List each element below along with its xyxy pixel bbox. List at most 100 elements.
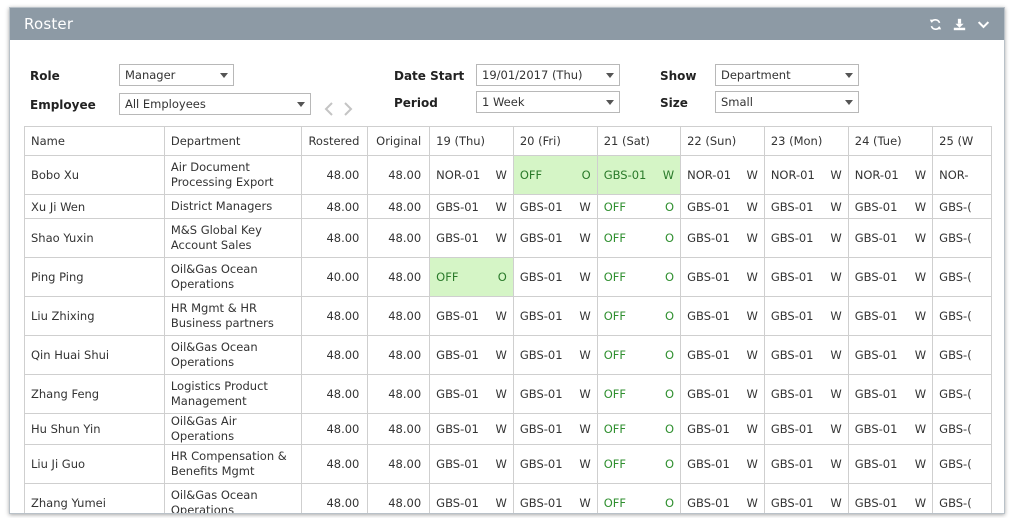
col-header-rostered[interactable]: Rostered	[301, 126, 369, 156]
period-select[interactable]: 1 Week	[476, 91, 620, 113]
shift-cell[interactable]: GBS-(	[932, 413, 992, 445]
shift-cell[interactable]: GBS-01 W	[512, 194, 598, 219]
shift-cell[interactable]: GBS-01 W	[763, 335, 849, 375]
shift-cell[interactable]: GBS-01 W	[596, 155, 682, 195]
shift-cell[interactable]: NOR-01 W	[847, 155, 934, 195]
shift-cell[interactable]: GBS-01 W	[512, 257, 598, 297]
shift-cell[interactable]: GBS-01 W	[429, 374, 514, 414]
col-header-original[interactable]: Original	[367, 126, 431, 156]
shift-cell[interactable]: GBS-01 W	[680, 296, 765, 336]
shift-cell[interactable]: GBS-01 W	[763, 483, 849, 513]
shift-cell[interactable]: GBS-01 W	[512, 483, 598, 513]
shift-cell[interactable]: GBS-01 W	[680, 374, 765, 414]
shift-cell[interactable]: GBS-01 W	[512, 413, 598, 445]
shift-cell[interactable]: OFF O	[596, 194, 682, 219]
shift-cell[interactable]: GBS-01 W	[847, 374, 934, 414]
shift-cell[interactable]: OFF O	[596, 218, 682, 258]
table-row[interactable]: Zhang Feng Logistics Product Management 48…	[24, 374, 992, 414]
shift-cell[interactable]: GBS-(	[932, 335, 992, 375]
shift-cell[interactable]: OFF O	[596, 257, 682, 297]
shift-cell[interactable]: GBS-(	[932, 444, 992, 484]
col-header-day[interactable]: 23 (Mon)	[763, 126, 849, 156]
col-header-day[interactable]: 25 (W	[932, 126, 992, 156]
shift-cell[interactable]: GBS-01 W	[429, 296, 514, 336]
table-row[interactable]: Zhang Yumei Oil&Gas Ocean Operations 48.00…	[24, 483, 992, 513]
shift-cell[interactable]: GBS-01 W	[763, 413, 849, 445]
shift-cell[interactable]: GBS-01 W	[512, 218, 598, 258]
next-arrow-icon[interactable]	[343, 101, 353, 116]
shift-cell[interactable]: GBS-01 W	[429, 218, 514, 258]
table-row[interactable]: Liu Zhixing HR Mgmt & HR Business partner…	[24, 296, 992, 336]
refresh-icon[interactable]	[928, 17, 942, 31]
col-header-day[interactable]: 22 (Sun)	[680, 126, 765, 156]
shift-cell[interactable]: NOR-01 W	[429, 155, 514, 195]
shift-cell[interactable]: GBS-01 W	[680, 218, 765, 258]
table-row[interactable]: Ping Ping Oil&Gas Ocean Operations 40.00 48…	[24, 257, 992, 297]
table-row[interactable]: Hu Shun Yin Oil&Gas Air Operations 48.00 48…	[24, 413, 992, 445]
shift-cell[interactable]: GBS-01 W	[763, 257, 849, 297]
shift-cell[interactable]: GBS-01 W	[680, 483, 765, 513]
shift-cell[interactable]: OFF O	[429, 257, 514, 297]
shift-cell[interactable]: GBS-01 W	[847, 413, 934, 445]
shift-cell[interactable]: GBS-01 W	[763, 374, 849, 414]
table-row[interactable]: Qin Huai Shui Oil&Gas Ocean Operations 48.…	[24, 335, 992, 375]
shift-cell[interactable]: GBS-01 W	[680, 194, 765, 219]
shift-cell[interactable]: NOR-	[932, 155, 992, 195]
col-header-department[interactable]: Department	[163, 126, 303, 156]
shift-cell[interactable]: GBS-(	[932, 483, 992, 513]
role-select[interactable]: Manager	[119, 64, 234, 86]
prev-arrow-icon[interactable]	[324, 101, 334, 116]
shift-cell[interactable]: GBS-(	[932, 194, 992, 219]
col-header-day[interactable]: 20 (Fri)	[512, 126, 598, 156]
shift-cell[interactable]: OFF O	[596, 444, 682, 484]
shift-cell[interactable]: GBS-01 W	[512, 296, 598, 336]
table-row[interactable]: Xu Ji Wen District Managers 48.00 48.00 GBS-…	[24, 194, 992, 219]
shift-cell[interactable]: GBS-01 W	[429, 194, 514, 219]
shift-cell[interactable]: OFF O	[596, 413, 682, 445]
shift-cell[interactable]: GBS-01 W	[763, 218, 849, 258]
shift-cell[interactable]: GBS-01 W	[847, 257, 934, 297]
shift-cell[interactable]: GBS-01 W	[847, 194, 934, 219]
date-start-select[interactable]: 19/01/2017 (Thu)	[476, 64, 620, 86]
shift-cell[interactable]: GBS-01 W	[847, 444, 934, 484]
shift-cell[interactable]: OFF O	[596, 335, 682, 375]
shift-cell[interactable]: GBS-01 W	[763, 296, 849, 336]
shift-cell[interactable]: GBS-01 W	[763, 444, 849, 484]
shift-cell[interactable]: GBS-01 W	[512, 335, 598, 375]
shift-cell[interactable]: GBS-01 W	[847, 296, 934, 336]
table-row[interactable]: Bobo Xu Air Document Processing Export 48.…	[24, 155, 992, 195]
shift-cell[interactable]: GBS-01 W	[429, 444, 514, 484]
shift-cell[interactable]: GBS-01 W	[512, 374, 598, 414]
shift-cell[interactable]: GBS-(	[932, 257, 992, 297]
shift-cell[interactable]: NOR-01 W	[763, 155, 849, 195]
shift-cell[interactable]: GBS-01 W	[680, 257, 765, 297]
shift-cell[interactable]: NOR-01 W	[680, 155, 765, 195]
shift-cell[interactable]: OFF O	[596, 483, 682, 513]
shift-cell[interactable]: OFF O	[596, 296, 682, 336]
shift-cell[interactable]: GBS-01 W	[429, 413, 514, 445]
shift-cell[interactable]: GBS-(	[932, 374, 992, 414]
shift-cell[interactable]: GBS-01 W	[512, 444, 598, 484]
shift-cell[interactable]: GBS-01 W	[680, 335, 765, 375]
shift-cell[interactable]: GBS-01 W	[847, 335, 934, 375]
download-icon[interactable]	[952, 17, 966, 31]
shift-cell[interactable]: GBS-01 W	[847, 218, 934, 258]
table-row[interactable]: Liu Ji Guo HR Compensation & Benefits Mgm…	[24, 444, 992, 484]
col-header-day[interactable]: 21 (Sat)	[596, 126, 682, 156]
shift-cell[interactable]: GBS-(	[932, 218, 992, 258]
col-header-day[interactable]: 24 (Tue)	[847, 126, 934, 156]
shift-cell[interactable]: GBS-(	[932, 296, 992, 336]
chevron-down-icon[interactable]	[976, 17, 990, 31]
shift-cell[interactable]: GBS-01 W	[429, 483, 514, 513]
shift-cell[interactable]: OFF O	[512, 155, 598, 195]
shift-cell[interactable]: GBS-01 W	[847, 483, 934, 513]
size-select[interactable]: Small	[715, 91, 859, 113]
shift-cell[interactable]: GBS-01 W	[680, 413, 765, 445]
col-header-day[interactable]: 19 (Thu)	[429, 126, 514, 156]
table-row[interactable]: Shao Yuxin M&S Global Key Account Sales 48…	[24, 218, 992, 258]
col-header-name[interactable]: Name	[24, 126, 165, 156]
shift-cell[interactable]: GBS-01 W	[763, 194, 849, 219]
shift-cell[interactable]: GBS-01 W	[429, 335, 514, 375]
shift-cell[interactable]: OFF O	[596, 374, 682, 414]
show-select[interactable]: Department	[715, 64, 859, 86]
